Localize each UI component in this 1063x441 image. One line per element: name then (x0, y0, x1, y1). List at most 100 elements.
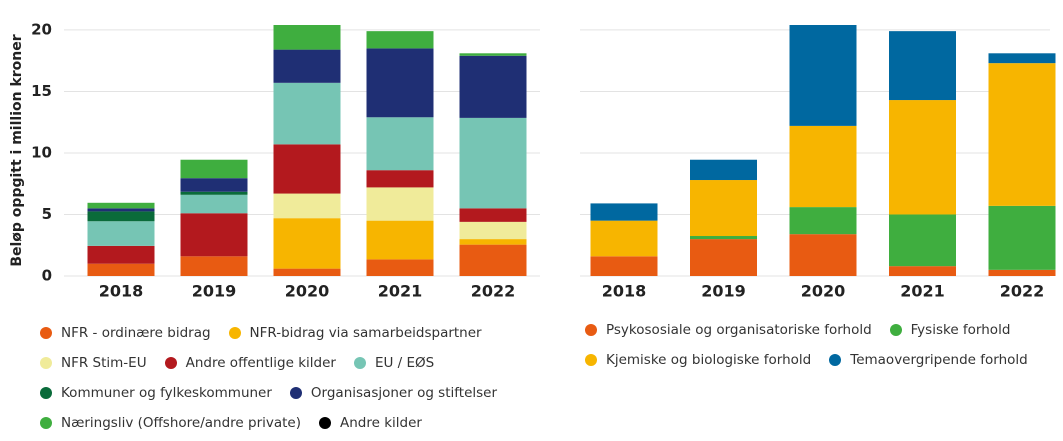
legend-item: Fysiske forhold (889, 320, 1011, 339)
x-tick-label: 2020 (801, 282, 846, 301)
bar-segment (690, 180, 757, 237)
bar-segment (273, 25, 341, 50)
bar-segment (87, 245, 155, 264)
bar-segment (459, 55, 527, 118)
bar-segment (459, 53, 527, 56)
bar-segment (459, 244, 527, 276)
bar-segment (273, 193, 341, 219)
bar-segment (366, 31, 434, 49)
legend-swatch (40, 416, 52, 429)
bar-segment (690, 159, 757, 181)
y-tick-label: 5 (42, 205, 52, 223)
legend-swatch (289, 386, 302, 399)
legend-item: Andre offentlige kilder (164, 353, 336, 372)
legend-label: Næringsliv (Offshore/andre private) (61, 414, 301, 431)
x-tick-label: 2021 (900, 282, 945, 301)
bar-segment (889, 266, 956, 276)
legend-label: NFR Stim-EU (61, 354, 147, 371)
legend-label: Organisasjoner og stiftelser (310, 384, 498, 401)
bar-segment (366, 187, 434, 221)
bar-segment (87, 208, 155, 212)
legend-item: Psykososiale og organisatoriske forhold (585, 320, 872, 339)
legend-label: Andre kilder (340, 414, 422, 431)
y-tick-label: 20 (31, 20, 52, 38)
bar-segment (988, 269, 1056, 276)
x-tick-label: 2019 (701, 282, 746, 301)
bar-segment (273, 218, 341, 269)
legend-label: Kommuner og fylkeskommuner (61, 384, 272, 401)
bar-segment (590, 203, 658, 221)
bar-segment (459, 117, 527, 209)
legend-label: NFR-bidrag via samarbeidspartner (249, 324, 482, 341)
legend: NFR - ordinære bidrag NFR-bidrag via sama… (40, 323, 560, 432)
legend-swatch (585, 323, 597, 336)
bar-segment (366, 48, 434, 118)
x-tick-label: 2022 (1000, 282, 1045, 301)
bar-segment (988, 53, 1056, 64)
bar-segment (180, 213, 248, 257)
bar-segment (273, 268, 341, 276)
legend-item: Organisasjoner og stiftelser (289, 383, 498, 402)
bar-segment (87, 211, 155, 222)
legend-label: Kjemiske og biologiske forhold (606, 351, 812, 368)
bar-segment (180, 178, 248, 192)
bar-segment (789, 25, 857, 126)
legend-swatch (829, 353, 842, 366)
legend-label: NFR - ordinære bidrag (61, 324, 211, 341)
legend-swatch (228, 326, 241, 339)
x-tick-label: 2019 (192, 282, 237, 301)
legend-swatch (889, 323, 902, 336)
bar-segment (889, 100, 956, 215)
bar-segment (459, 239, 527, 245)
bar-segment (366, 259, 434, 276)
legend-item: NFR-bidrag via samarbeidspartner (228, 323, 482, 342)
bar-segment (273, 144, 341, 194)
x-tick-label: 2018 (99, 282, 144, 301)
y-axis-label: Beløp oppgitt i million kroner (9, 34, 25, 266)
bar-segment (273, 49, 341, 83)
legend-item: NFR - ordinære bidrag (40, 323, 211, 342)
legend-item: NFR Stim-EU (40, 353, 147, 372)
bar-segment (988, 205, 1056, 270)
legend-item: EU / EØS (353, 353, 434, 372)
y-tick-label: 15 (31, 82, 52, 100)
bar-segment (690, 236, 757, 240)
legend-swatch (40, 386, 52, 399)
legend-item: Andre kilder (319, 413, 422, 432)
bar-segment (180, 256, 248, 276)
legend-swatch (40, 356, 52, 369)
bar-segment (789, 207, 857, 235)
x-tick-label: 2018 (602, 282, 647, 301)
bar-segment (590, 220, 658, 257)
bar-segment (273, 82, 341, 145)
bar-segment (87, 263, 155, 276)
y-tick-label: 0 (42, 267, 52, 285)
x-tick-label: 2020 (285, 282, 330, 301)
legend-label: Temaovergripende forhold (850, 351, 1028, 368)
legend-item: Kommuner og fylkeskommuner (40, 383, 272, 402)
legend-swatch (585, 353, 597, 366)
bar-segment (789, 234, 857, 276)
y-tick-label: 10 (31, 143, 52, 161)
bar-segment (366, 220, 434, 260)
x-tick-label: 2022 (471, 282, 516, 301)
legend-swatch (353, 356, 366, 369)
legend-label: Fysiske forhold (910, 321, 1011, 338)
legend-item: Næringsliv (Offshore/andre private) (40, 413, 301, 432)
bar-segment (459, 221, 527, 240)
bar-segment (366, 117, 434, 171)
bar-segment (180, 159, 248, 179)
x-tick-label: 2021 (378, 282, 423, 301)
bar-segment (690, 239, 757, 276)
legend-swatch (40, 326, 52, 339)
bar-segment (180, 194, 248, 214)
bar-segment (87, 221, 155, 246)
bar-segment (988, 63, 1056, 206)
legend-swatch (319, 416, 331, 429)
legend-item: Kjemiske og biologiske forhold (585, 350, 811, 369)
legend-label: Andre offentlige kilder (185, 354, 336, 371)
bar-segment (889, 31, 956, 101)
bar-segment (87, 202, 155, 209)
legend-label: Psykososiale og organisatoriske forhold (606, 321, 872, 338)
